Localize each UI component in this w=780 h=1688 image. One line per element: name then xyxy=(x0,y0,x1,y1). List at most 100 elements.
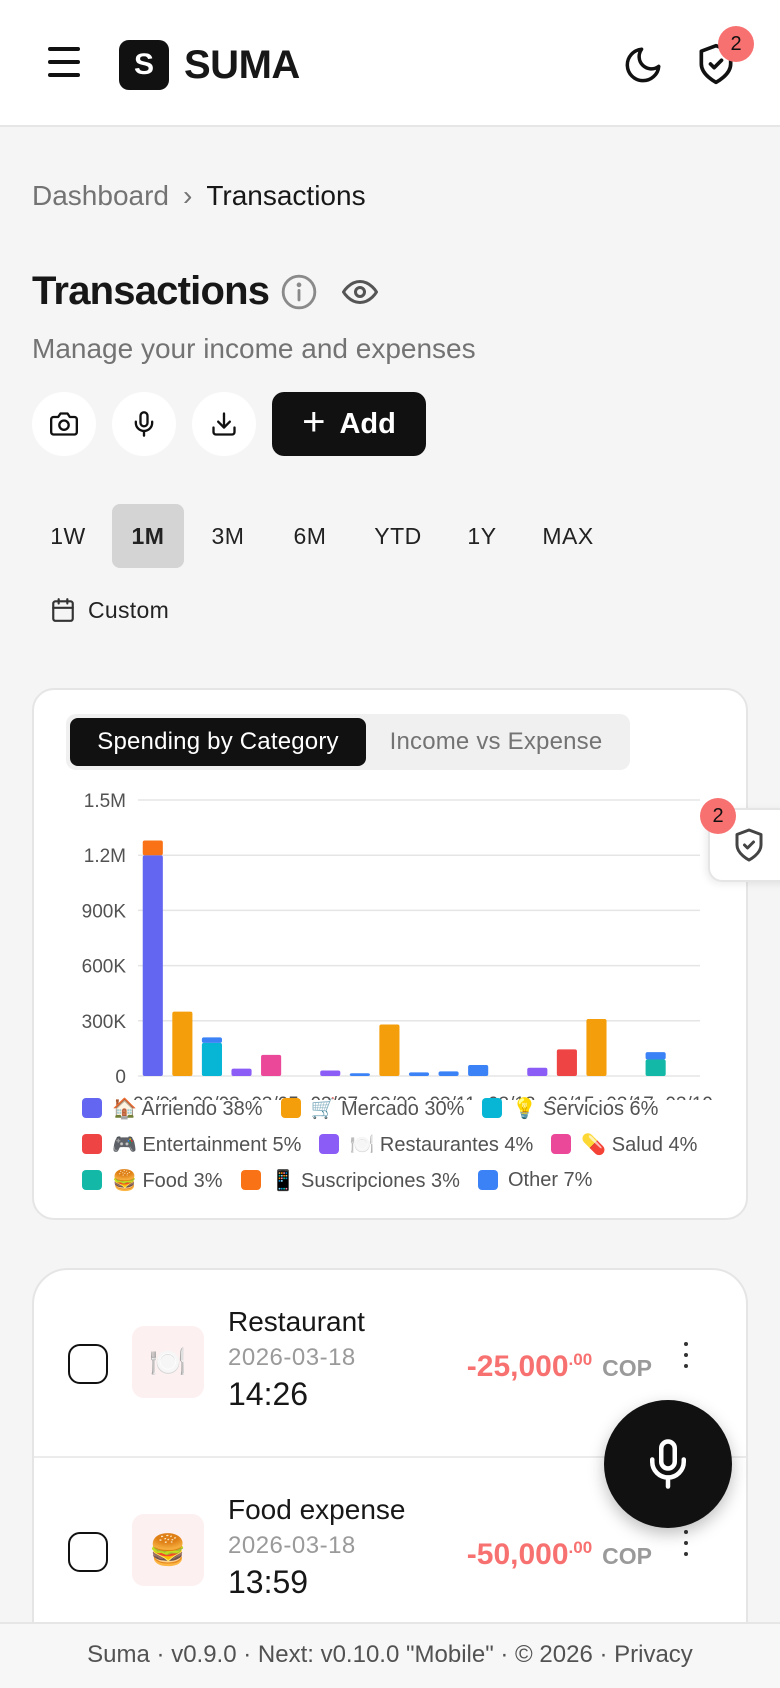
range-1w[interactable]: 1W xyxy=(50,522,86,549)
voice-record-fab[interactable] xyxy=(604,1400,732,1528)
app-name: SUMA xyxy=(184,43,300,87)
legend-swatch xyxy=(477,1170,498,1190)
legend-item[interactable]: 🛒 Mercado 30% xyxy=(280,1096,465,1121)
legend-item[interactable]: 💊 Salud 4% xyxy=(551,1132,697,1157)
transaction-checkbox[interactable] xyxy=(68,1532,108,1572)
security-shield-icon[interactable] xyxy=(694,42,738,86)
legend-item[interactable]: 🏠 Arriendo 38% xyxy=(82,1096,263,1121)
top-bar: S SUMA xyxy=(0,0,780,127)
legend-row: 🍔 Food 3% 📱 Suscripciones 3% Other 7% xyxy=(82,1162,742,1198)
legend-label: Other 7% xyxy=(507,1168,593,1191)
breadcrumb: Dashboard › Transactions xyxy=(32,178,366,214)
add-button-label: Add xyxy=(339,407,396,440)
spending-bar-chart: 0 300K 600K 900K 1.2M 1.5M 03/01 03/03 03/05 03/0… xyxy=(82,791,713,1100)
range-1y[interactable]: 1Y xyxy=(467,522,497,549)
x-tick-label: 03/09 xyxy=(370,1094,418,1100)
tab-income-vs-expense[interactable]: Income vs Expense xyxy=(389,728,603,755)
legend-swatch xyxy=(82,1170,102,1190)
dark-mode-icon[interactable] xyxy=(622,44,664,86)
legend-item[interactable]: 🎮 Entertainment 5% xyxy=(82,1132,301,1157)
legend-label: 🍽️ Restaurantes 4% xyxy=(349,1133,534,1156)
legend-label: 📱 Suscripciones 3% xyxy=(270,1169,460,1192)
legend-item[interactable]: Other 7% xyxy=(477,1168,593,1192)
chart-bar xyxy=(349,1073,370,1076)
y-tick-label: 1.2M xyxy=(84,846,126,867)
transaction-date: 2026-03-18 xyxy=(228,1532,356,1559)
transaction-row[interactable]: 🍽️ Restaurant 2026-03-18 14:26 -25,000.0… xyxy=(34,1270,746,1456)
footer: Suma · v0.9.0 · Next: v0.10.0 "Mobile" ·… xyxy=(0,1622,780,1688)
custom-range-button[interactable]: Custom xyxy=(50,590,169,630)
camera-icon xyxy=(50,412,78,436)
x-tick-label: 03/03 xyxy=(192,1094,240,1100)
transaction-time: 13:59 xyxy=(228,1564,309,1600)
chart-bar xyxy=(438,1071,459,1076)
chart-legend: 🏠 Arriendo 38% 🛒 Mercado 30% 💡 Servicios 6… xyxy=(82,1090,742,1198)
legend-label: 💡 Servicios 6% xyxy=(512,1097,659,1120)
visibility-eye-icon[interactable] xyxy=(342,274,378,310)
voice-input-button[interactable] xyxy=(112,392,176,456)
legend-item[interactable]: 🍔 Food 3% xyxy=(82,1168,223,1193)
range-6m[interactable]: 6M xyxy=(293,522,327,549)
transaction-date: 2026-03-18 xyxy=(228,1344,356,1371)
legend-item[interactable]: 🍽️ Restaurantes 4% xyxy=(319,1132,533,1157)
range-1m[interactable]: 1M xyxy=(112,504,184,568)
legend-row: 🏠 Arriendo 38% 🛒 Mercado 30% 💡 Servicios 6… xyxy=(82,1090,742,1126)
chart-view-toggle: Spending by Category Income vs Expense xyxy=(66,714,630,770)
plus-icon: + xyxy=(302,400,326,444)
amount-decimals: .00 xyxy=(568,1350,593,1369)
download-icon xyxy=(212,412,236,436)
chart-bar xyxy=(645,1052,666,1060)
add-transaction-button[interactable]: + Add xyxy=(272,392,426,456)
privacy-link[interactable]: Privacy xyxy=(614,1641,693,1668)
transaction-name: Restaurant xyxy=(228,1306,365,1337)
chart-bar xyxy=(320,1070,341,1076)
range-ytd[interactable]: YTD xyxy=(374,522,422,549)
legend-swatch xyxy=(482,1098,503,1118)
legend-item[interactable]: 📱 Suscripciones 3% xyxy=(240,1168,460,1193)
category-icon: 🍔 xyxy=(132,1514,204,1586)
notification-badge[interactable]: 2 xyxy=(718,26,754,62)
calendar-icon xyxy=(52,598,74,622)
chart-bar xyxy=(201,1042,223,1076)
legend-swatch xyxy=(240,1170,261,1190)
download-button[interactable] xyxy=(192,392,256,456)
range-max[interactable]: MAX xyxy=(542,522,594,549)
legend-label: 💊 Salud 4% xyxy=(581,1133,698,1156)
breadcrumb-dashboard-link[interactable]: Dashboard xyxy=(32,180,169,211)
chart-bar xyxy=(645,1059,666,1076)
legend-label: 🏠 Arriendo 38% xyxy=(112,1097,263,1120)
transaction-name: Food expense xyxy=(228,1494,406,1525)
transaction-checkbox[interactable] xyxy=(68,1344,108,1384)
floating-notification-badge[interactable]: 2 xyxy=(700,798,736,834)
y-tick-label: 300K xyxy=(82,1012,127,1033)
legend-row: 🎮 Entertainment 5% 🍽️ Restaurantes 4% 💊 Sa… xyxy=(82,1126,742,1162)
range-3m[interactable]: 3M xyxy=(211,522,245,549)
scan-receipt-button[interactable] xyxy=(32,392,96,456)
x-tick-label: 03/07 xyxy=(310,1094,358,1100)
page-subtitle: Manage your income and expenses xyxy=(32,333,476,364)
info-icon[interactable] xyxy=(280,273,318,311)
chart-bar xyxy=(586,1018,607,1076)
y-tick-label: 1.5M xyxy=(84,791,126,812)
transaction-row[interactable]: 🍔 Food expense 2026-03-18 13:59 -50,000.… xyxy=(34,1456,746,1642)
custom-range-label: Custom xyxy=(88,596,170,623)
tab-spending-by-category[interactable]: Spending by Category xyxy=(70,718,366,766)
legend-item[interactable]: 💡 Servicios 6% xyxy=(482,1096,658,1121)
breadcrumb-current: Transactions xyxy=(206,180,366,211)
legend-label: 🛒 Mercado 30% xyxy=(310,1097,465,1120)
amount-value: -50,000 xyxy=(466,1538,569,1571)
chart-bar xyxy=(142,840,163,856)
amount-currency: COP xyxy=(602,1355,652,1381)
chart-bar xyxy=(261,1054,282,1076)
more-options-icon[interactable] xyxy=(676,1530,696,1564)
x-tick-label: 03/17 xyxy=(606,1094,654,1100)
chart-bar xyxy=(172,1011,193,1076)
more-options-icon[interactable] xyxy=(676,1342,696,1376)
menu-icon[interactable] xyxy=(44,47,84,81)
x-tick-label: 03/15 xyxy=(547,1094,595,1100)
spending-chart-card: Spending by Category Income vs Expense 0… xyxy=(32,688,748,1220)
legend-label: 🍔 Food 3% xyxy=(112,1169,223,1192)
legend-swatch xyxy=(280,1098,301,1118)
legend-swatch xyxy=(82,1098,102,1118)
amount-value: -25,000 xyxy=(466,1350,569,1383)
